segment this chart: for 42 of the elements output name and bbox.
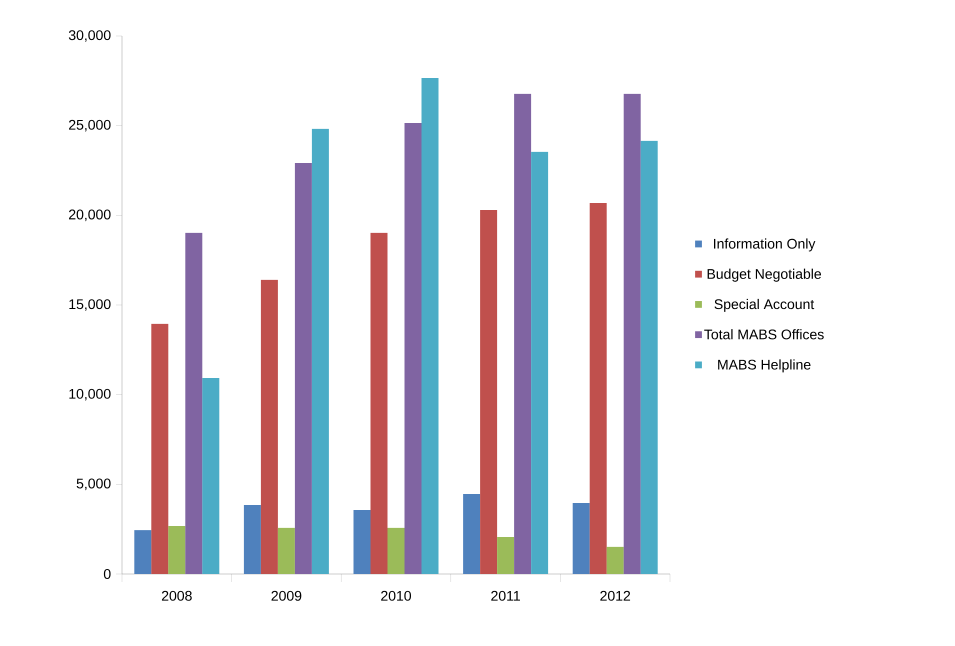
y-tick-label: 5,000 bbox=[76, 478, 111, 490]
y-tick-label: 30,000 bbox=[68, 30, 111, 42]
legend-label: Information Only bbox=[714, 238, 816, 252]
bar bbox=[202, 378, 220, 574]
x-tick-label: 2011 bbox=[491, 590, 520, 601]
bar bbox=[388, 528, 404, 574]
legend-label: Budget Negotiable bbox=[708, 268, 822, 282]
bar bbox=[531, 152, 548, 574]
bar bbox=[134, 530, 152, 574]
bar bbox=[463, 494, 480, 574]
bar bbox=[354, 510, 370, 574]
bar bbox=[514, 94, 532, 574]
y-tick-label: 15,000 bbox=[69, 299, 111, 311]
bar bbox=[312, 128, 329, 574]
bar bbox=[151, 324, 168, 574]
bar bbox=[370, 232, 388, 574]
legend-label: MABS Helpline bbox=[718, 359, 811, 372]
bar bbox=[422, 78, 439, 574]
bar bbox=[497, 537, 514, 574]
legend-label: Special Account bbox=[714, 298, 814, 312]
x-tick-label: 2012 bbox=[600, 590, 630, 601]
bar bbox=[572, 502, 590, 574]
bar bbox=[590, 202, 607, 574]
bar bbox=[260, 280, 278, 574]
bar bbox=[168, 526, 186, 574]
legend-label: Total MABS Offices bbox=[704, 329, 824, 340]
y-tick-label: 20,000 bbox=[69, 210, 111, 222]
bar bbox=[244, 504, 261, 574]
bar bbox=[278, 528, 295, 574]
bar bbox=[480, 210, 498, 574]
bar bbox=[294, 162, 312, 574]
x-tick-label: 2008 bbox=[162, 590, 192, 601]
bar bbox=[185, 232, 202, 574]
y-tick-label: 0 bbox=[104, 569, 111, 579]
y-tick-label: 10,000 bbox=[69, 388, 111, 400]
bar bbox=[640, 140, 658, 574]
bar bbox=[624, 94, 641, 574]
y-tick-label: 25,000 bbox=[69, 120, 111, 132]
bar bbox=[404, 122, 422, 574]
x-tick-label: 2010 bbox=[381, 590, 412, 601]
x-tick-label: 2009 bbox=[272, 590, 302, 601]
bar bbox=[606, 546, 624, 574]
